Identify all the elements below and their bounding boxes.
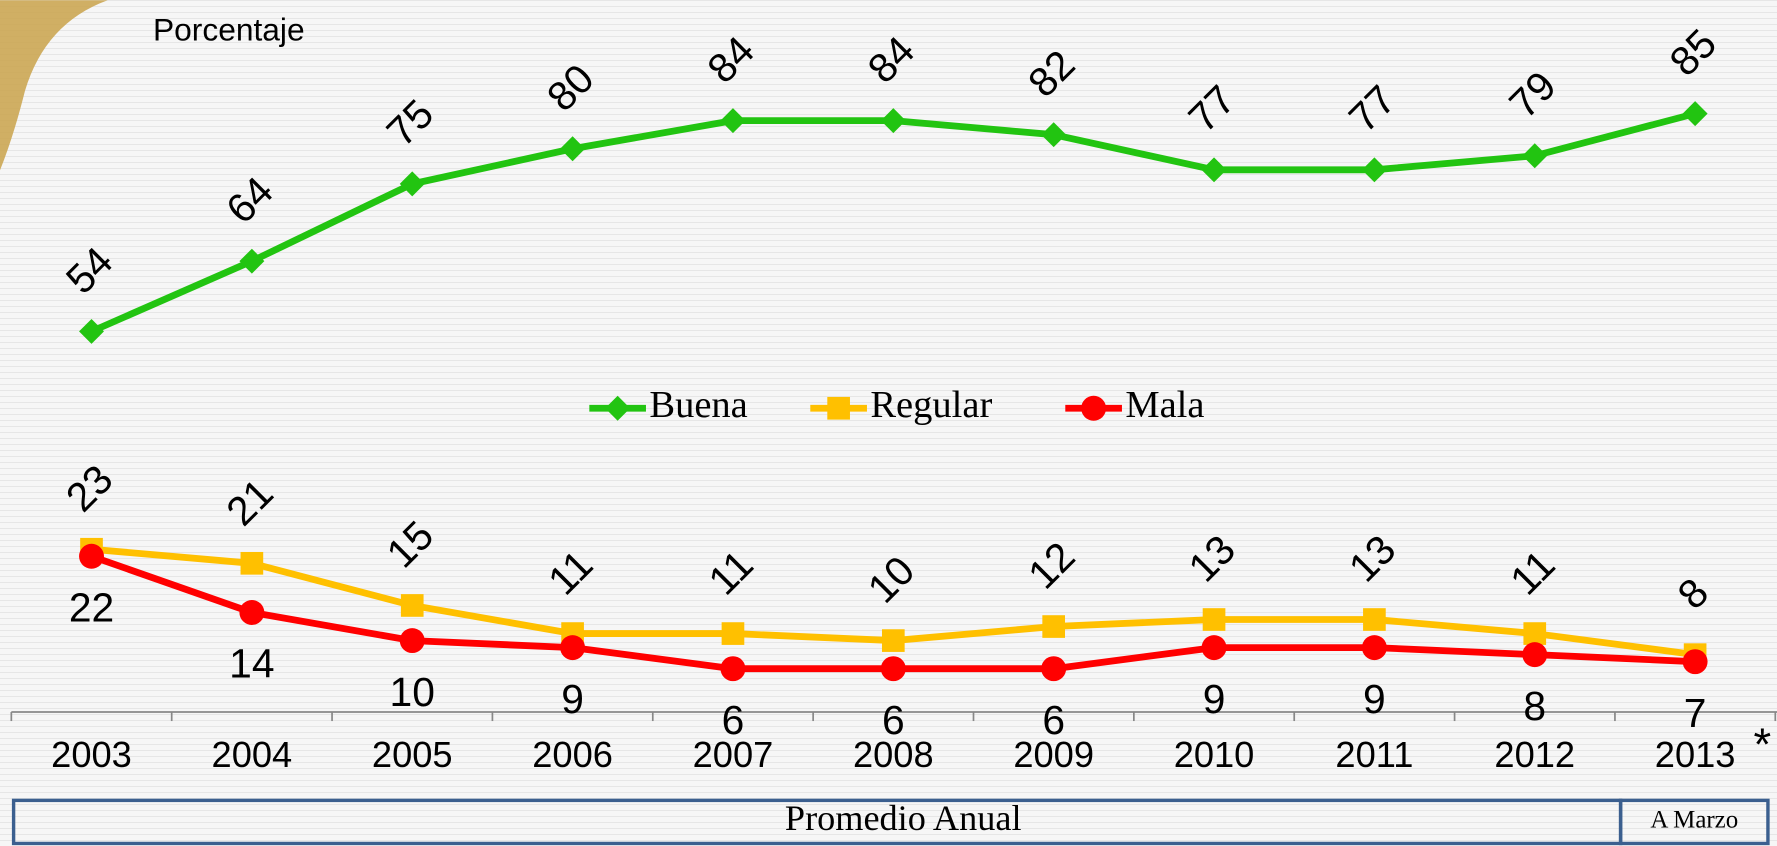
data-label: 77	[1179, 76, 1244, 141]
data-point	[79, 544, 104, 569]
data-label: 8	[1669, 569, 1718, 618]
page: {"chart_data": {"type": "line", "y_label…	[0, 0, 1777, 846]
series-line	[92, 114, 1696, 332]
data-point	[1362, 157, 1387, 182]
x-tick-label: 2004	[212, 734, 293, 775]
data-point	[1363, 608, 1386, 631]
data-label: 8	[1523, 683, 1546, 729]
data-point	[1202, 157, 1227, 182]
data-label: 23	[57, 456, 122, 521]
data-point	[79, 319, 104, 344]
note-marker: *	[1753, 719, 1771, 770]
data-point	[241, 552, 264, 575]
data-label: 13	[1340, 526, 1405, 591]
data-label: 11	[539, 541, 601, 603]
data-label: 54	[57, 238, 122, 303]
data-label: 6	[1042, 697, 1065, 743]
x-tick-label: 2006	[532, 734, 613, 775]
x-tick-label: 2013	[1655, 734, 1736, 775]
data-point	[1202, 635, 1227, 660]
legend-marker	[827, 397, 850, 420]
data-point	[1683, 101, 1708, 126]
data-point	[400, 628, 425, 653]
x-tick-label: 2003	[51, 734, 132, 775]
data-point	[1362, 635, 1387, 660]
data-label: 6	[882, 697, 905, 743]
data-point	[1523, 622, 1546, 645]
legend-marker	[605, 396, 630, 421]
data-point	[560, 136, 585, 161]
data-label: 21	[217, 470, 282, 535]
data-label: 9	[1203, 676, 1226, 722]
data-point	[1042, 615, 1065, 638]
legend-marker	[1081, 396, 1106, 421]
data-label: 14	[229, 641, 274, 687]
data-label: 9	[561, 676, 584, 722]
data-label: 10	[859, 547, 924, 612]
data-point	[720, 656, 745, 681]
y-axis-label: Porcentaje	[153, 11, 305, 47]
data-point	[400, 171, 425, 196]
period-label: Promedio Anual	[785, 798, 1022, 838]
data-label: 82	[1019, 41, 1084, 106]
data-label: 6	[722, 697, 745, 743]
data-label: 9	[1363, 676, 1386, 722]
data-point	[560, 635, 585, 660]
corner-decoration	[0, 0, 108, 170]
data-point	[882, 629, 905, 652]
data-point	[1041, 656, 1066, 681]
data-label: 22	[69, 584, 114, 630]
legend-label: Regular	[870, 384, 992, 426]
data-point	[1522, 143, 1547, 168]
data-point	[1683, 649, 1708, 674]
data-point	[1041, 122, 1066, 147]
data-label: 75	[378, 90, 443, 155]
data-point	[401, 594, 424, 617]
data-label: 12	[1019, 533, 1084, 598]
x-tick-label: 2005	[372, 734, 453, 775]
data-label: 84	[859, 27, 924, 92]
data-label: 11	[1501, 541, 1563, 603]
data-label: 77	[1340, 76, 1405, 141]
data-point	[722, 622, 745, 645]
data-label: 11	[699, 541, 761, 603]
data-label: 15	[378, 512, 443, 577]
data-point	[881, 108, 906, 133]
period-label: A Marzo	[1650, 807, 1738, 834]
data-label: 79	[1500, 62, 1565, 127]
x-tick-label: 2011	[1335, 734, 1413, 775]
data-point	[1203, 608, 1226, 631]
data-label: 7	[1684, 690, 1707, 736]
x-tick-label: 2010	[1174, 734, 1255, 775]
data-point	[239, 600, 264, 625]
x-tick-label: 2012	[1494, 734, 1575, 775]
legend-label: Buena	[649, 384, 747, 426]
data-point	[239, 249, 264, 274]
data-label: 13	[1179, 526, 1244, 591]
data-point	[881, 656, 906, 681]
data-label: 10	[390, 669, 435, 715]
data-point	[720, 108, 745, 133]
data-label: 64	[217, 168, 282, 233]
chart: Porcentaje Promedio Anual A Marzo * 2003…	[0, 0, 1777, 846]
legend-label: Mala	[1125, 384, 1204, 426]
data-point	[1522, 642, 1547, 667]
data-label: 85	[1661, 20, 1726, 85]
data-label: 80	[538, 55, 603, 120]
data-label: 84	[698, 27, 763, 92]
